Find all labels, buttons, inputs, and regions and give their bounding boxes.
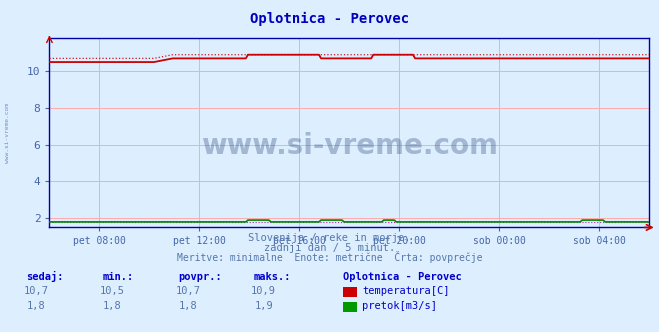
Text: Oplotnica - Perovec: Oplotnica - Perovec <box>250 12 409 26</box>
Text: Oplotnica - Perovec: Oplotnica - Perovec <box>343 272 461 282</box>
Text: 10,5: 10,5 <box>100 286 125 296</box>
Text: 1,8: 1,8 <box>27 301 45 311</box>
Text: maks.:: maks.: <box>254 272 291 282</box>
Text: Meritve: minimalne  Enote: metrične  Črta: povprečje: Meritve: minimalne Enote: metrične Črta:… <box>177 251 482 263</box>
Text: 1,8: 1,8 <box>103 301 121 311</box>
Text: 10,9: 10,9 <box>251 286 276 296</box>
Text: zadnji dan / 5 minut.: zadnji dan / 5 minut. <box>264 243 395 253</box>
Text: www.si-vreme.com: www.si-vreme.com <box>201 132 498 160</box>
Text: min.:: min.: <box>102 272 133 282</box>
Text: www.si-vreme.com: www.si-vreme.com <box>5 103 11 163</box>
Text: Slovenija / reke in morje.: Slovenija / reke in morje. <box>248 233 411 243</box>
Text: povpr.:: povpr.: <box>178 272 221 282</box>
Text: 1,9: 1,9 <box>254 301 273 311</box>
Text: temperatura[C]: temperatura[C] <box>362 286 450 296</box>
Text: 10,7: 10,7 <box>24 286 49 296</box>
Text: 10,7: 10,7 <box>175 286 200 296</box>
Text: pretok[m3/s]: pretok[m3/s] <box>362 301 438 311</box>
Text: 1,8: 1,8 <box>179 301 197 311</box>
Text: sedaj:: sedaj: <box>26 271 64 282</box>
